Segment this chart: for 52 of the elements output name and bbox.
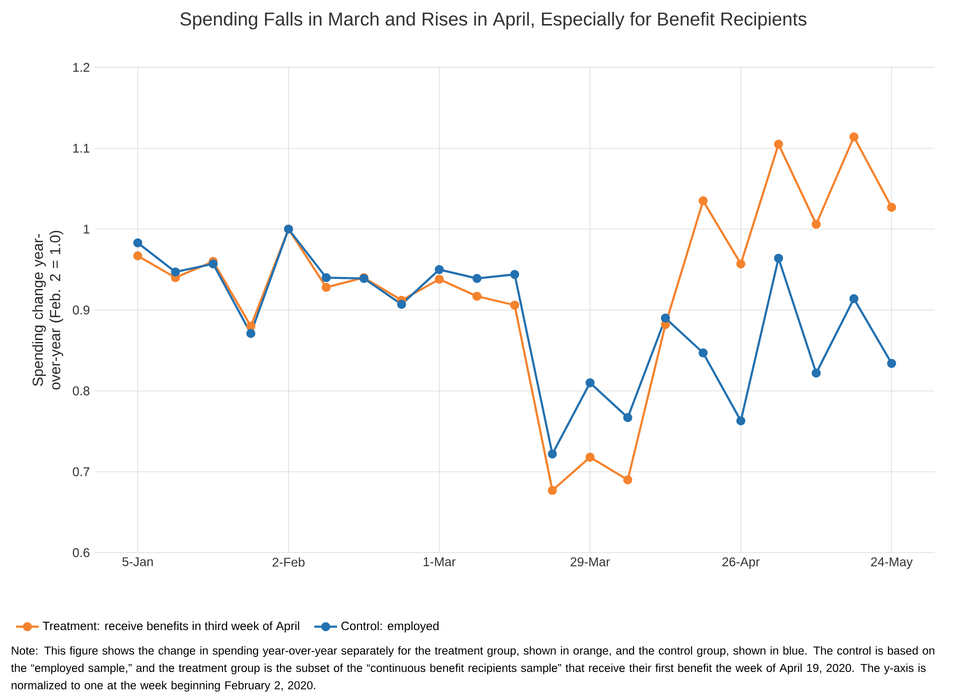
point: [434, 265, 444, 274]
point: [133, 251, 142, 260]
point: [586, 452, 595, 462]
y-tick-label: 0.6: [72, 548, 90, 558]
point: [510, 270, 520, 279]
point: [548, 486, 557, 495]
point: [774, 254, 784, 263]
point: [322, 273, 331, 282]
y-tick-label: 0.8: [72, 386, 90, 396]
point: [849, 132, 858, 142]
y-tick-label: 1: [84, 224, 90, 234]
point: [170, 267, 180, 277]
point: [623, 475, 632, 484]
x-tick-label: 1-Mar: [424, 557, 456, 566]
text: Note: This figure shows the change in spending year-over-year separately for the treatment group, shown in orange, and the control group, shown in blue. The control is based on the “employed sample,” and the treatment group is the subset of the “continuous benefit recipients sample” that receive their first benefit the week of April 19, 2020. The y-axis is normalized to one at the week beginning February 2, 2020.: [11, 646, 934, 692]
point: [623, 413, 632, 422]
point: [698, 196, 708, 206]
point: [322, 282, 331, 292]
y-tick-label: 0.9: [72, 306, 90, 314]
point: [397, 300, 406, 309]
point: [812, 368, 821, 378]
x-tick-label: 29-Mar: [570, 557, 610, 566]
x-tick-label: 24-May: [871, 557, 913, 569]
point: [208, 259, 218, 268]
chart-title: Spending Falls in March and Rises in April, Especially for Benefit Recipients: [180, 12, 806, 30]
point: [510, 300, 520, 310]
point: [849, 294, 858, 304]
point: [698, 348, 708, 358]
point: [472, 274, 482, 283]
point: [586, 378, 595, 388]
point: [736, 416, 746, 426]
point: [736, 259, 746, 268]
legend-label: Treatment: receive benefits in third week of April: [42, 621, 300, 633]
point: [246, 322, 256, 331]
x-tick-label: 5-Jan: [122, 557, 153, 566]
point: [660, 314, 670, 323]
point: [774, 140, 784, 149]
point: [812, 220, 821, 229]
point: [246, 328, 256, 338]
point: [472, 292, 482, 301]
legend-label: Control: employed: [341, 621, 439, 633]
point: [434, 274, 444, 284]
point: [887, 202, 896, 212]
point: [133, 238, 142, 248]
y-tick-label: 1.1: [73, 144, 90, 153]
point: [548, 449, 557, 459]
y-tick-label: 0.7: [72, 467, 90, 476]
x-tick-label: 2-Feb: [272, 557, 305, 567]
y-tick-label: 1.2: [73, 62, 90, 72]
point: [887, 358, 896, 368]
x-tick-label: 26-Apr: [722, 557, 760, 569]
y-axis-title: Spending change year-over-year (Feb. 2 = 1.0): [32, 230, 64, 390]
